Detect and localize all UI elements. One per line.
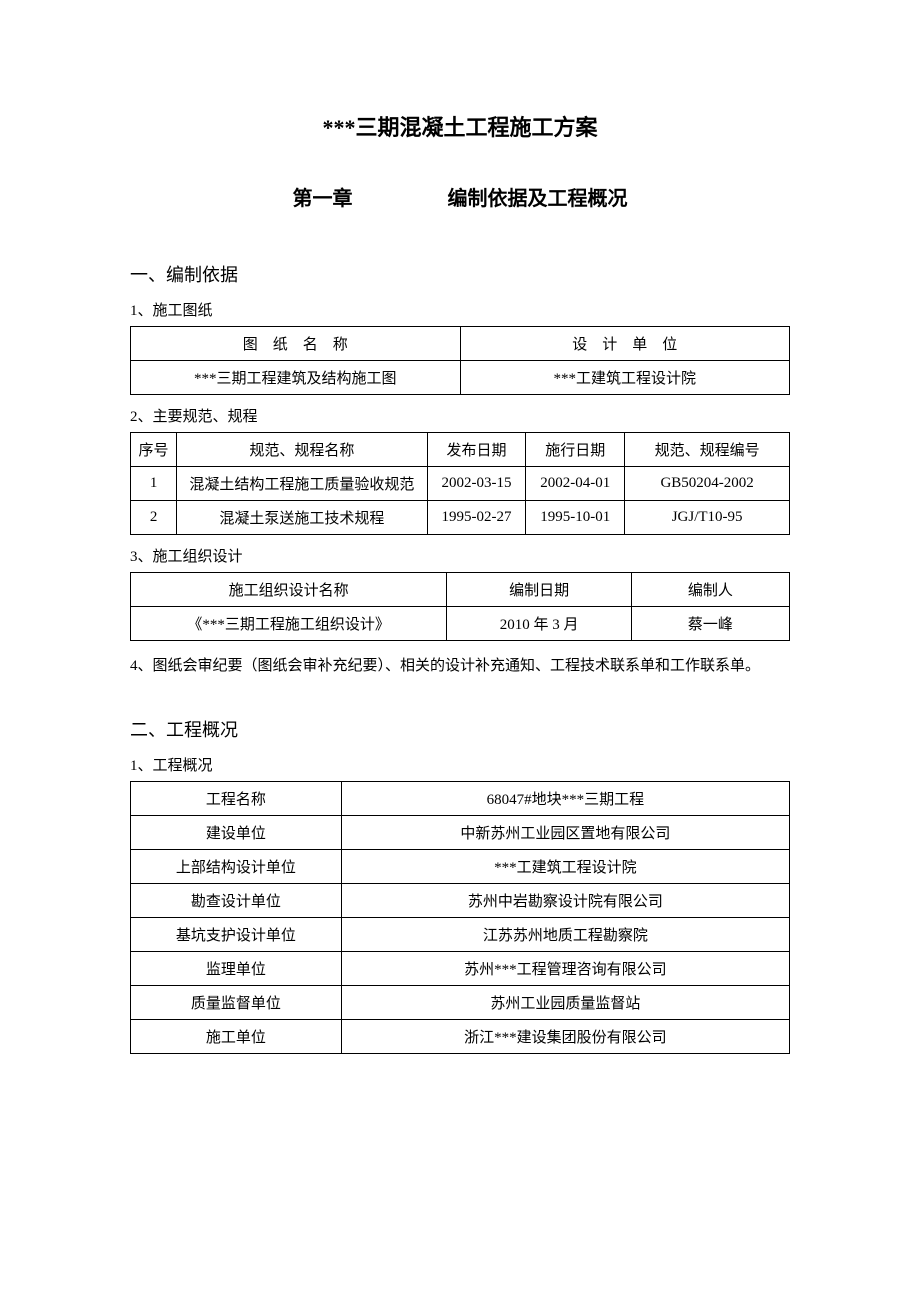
td: 勘查设计单位 <box>131 884 342 918</box>
s2-sub1-label: 1、工程概况 <box>130 754 790 775</box>
th: 编制日期 <box>447 573 632 607</box>
td: 施工单位 <box>131 1020 342 1054</box>
td: 苏州中岩勘察设计院有限公司 <box>341 884 789 918</box>
sub3-label: 3、施工组织设计 <box>130 545 790 566</box>
td: 江苏苏州地质工程勘察院 <box>341 918 789 952</box>
td: 建设单位 <box>131 816 342 850</box>
section1-title: 一、编制依据 <box>130 261 790 287</box>
td: 《***三期工程施工组织设计》 <box>131 607 447 641</box>
table-row: 图 纸 名 称 设 计 单 位 <box>131 327 790 361</box>
td: 1995-10-01 <box>526 501 625 535</box>
th: 施工组织设计名称 <box>131 573 447 607</box>
section2-title: 二、工程概况 <box>130 716 790 742</box>
sub4-note: 4、图纸会审纪要（图纸会审补充纪要）、相关的设计补充通知、工程技术联系单和工作联… <box>130 651 790 681</box>
project-overview-table: 工程名称 68047#地块***三期工程 建设单位 中新苏州工业园区置地有限公司… <box>130 781 790 1054</box>
td: 浙江***建设集团股份有限公司 <box>341 1020 789 1054</box>
td: ***工建筑工程设计院 <box>460 361 790 395</box>
th: 发布日期 <box>427 433 526 467</box>
table-row: 施工单位 浙江***建设集团股份有限公司 <box>131 1020 790 1054</box>
td: 1 <box>131 467 177 501</box>
chapter-title: 第一章 编制依据及工程概况 <box>130 182 790 211</box>
th: 施行日期 <box>526 433 625 467</box>
th: 编制人 <box>631 573 789 607</box>
td: 苏州工业园质量监督站 <box>341 986 789 1020</box>
td: 苏州***工程管理咨询有限公司 <box>341 952 789 986</box>
standards-table: 序号 规范、规程名称 发布日期 施行日期 规范、规程编号 1 混凝土结构工程施工… <box>130 432 790 535</box>
table-row: 建设单位 中新苏州工业园区置地有限公司 <box>131 816 790 850</box>
table-row: 施工组织设计名称 编制日期 编制人 <box>131 573 790 607</box>
sub1-label: 1、施工图纸 <box>130 299 790 320</box>
table-row: 序号 规范、规程名称 发布日期 施行日期 规范、规程编号 <box>131 433 790 467</box>
td: 基坑支护设计单位 <box>131 918 342 952</box>
sub2-label: 2、主要规范、规程 <box>130 405 790 426</box>
td: ***三期工程建筑及结构施工图 <box>131 361 461 395</box>
td: 2 <box>131 501 177 535</box>
th: 序号 <box>131 433 177 467</box>
td: 68047#地块***三期工程 <box>341 782 789 816</box>
document-title: ***三期混凝土工程施工方案 <box>130 110 790 142</box>
table-row: 监理单位 苏州***工程管理咨询有限公司 <box>131 952 790 986</box>
td: GB50204-2002 <box>625 467 790 501</box>
table-row: 上部结构设计单位 ***工建筑工程设计院 <box>131 850 790 884</box>
td: 监理单位 <box>131 952 342 986</box>
td: 混凝土结构工程施工质量验收规范 <box>177 467 427 501</box>
th: 规范、规程编号 <box>625 433 790 467</box>
org-design-table: 施工组织设计名称 编制日期 编制人 《***三期工程施工组织设计》 2010 年… <box>130 572 790 641</box>
th: 设 计 单 位 <box>460 327 790 361</box>
chapter-number: 第一章 <box>293 182 353 211</box>
td: 中新苏州工业园区置地有限公司 <box>341 816 789 850</box>
table-row: ***三期工程建筑及结构施工图 ***工建筑工程设计院 <box>131 361 790 395</box>
table-row: 1 混凝土结构工程施工质量验收规范 2002-03-15 2002-04-01 … <box>131 467 790 501</box>
th: 图 纸 名 称 <box>131 327 461 361</box>
table-row: 基坑支护设计单位 江苏苏州地质工程勘察院 <box>131 918 790 952</box>
td: JGJ/T10-95 <box>625 501 790 535</box>
drawing-table: 图 纸 名 称 设 计 单 位 ***三期工程建筑及结构施工图 ***工建筑工程… <box>130 326 790 395</box>
table-row: 《***三期工程施工组织设计》 2010 年 3 月 蔡一峰 <box>131 607 790 641</box>
td: 2002-03-15 <box>427 467 526 501</box>
table-row: 2 混凝土泵送施工技术规程 1995-02-27 1995-10-01 JGJ/… <box>131 501 790 535</box>
td: 质量监督单位 <box>131 986 342 1020</box>
td: 2010 年 3 月 <box>447 607 632 641</box>
th: 规范、规程名称 <box>177 433 427 467</box>
td: 混凝土泵送施工技术规程 <box>177 501 427 535</box>
table-row: 工程名称 68047#地块***三期工程 <box>131 782 790 816</box>
td: 上部结构设计单位 <box>131 850 342 884</box>
td: 工程名称 <box>131 782 342 816</box>
td: 蔡一峰 <box>631 607 789 641</box>
td: 2002-04-01 <box>526 467 625 501</box>
table-row: 质量监督单位 苏州工业园质量监督站 <box>131 986 790 1020</box>
td: ***工建筑工程设计院 <box>341 850 789 884</box>
table-row: 勘查设计单位 苏州中岩勘察设计院有限公司 <box>131 884 790 918</box>
td: 1995-02-27 <box>427 501 526 535</box>
chapter-name: 编制依据及工程概况 <box>448 188 628 210</box>
